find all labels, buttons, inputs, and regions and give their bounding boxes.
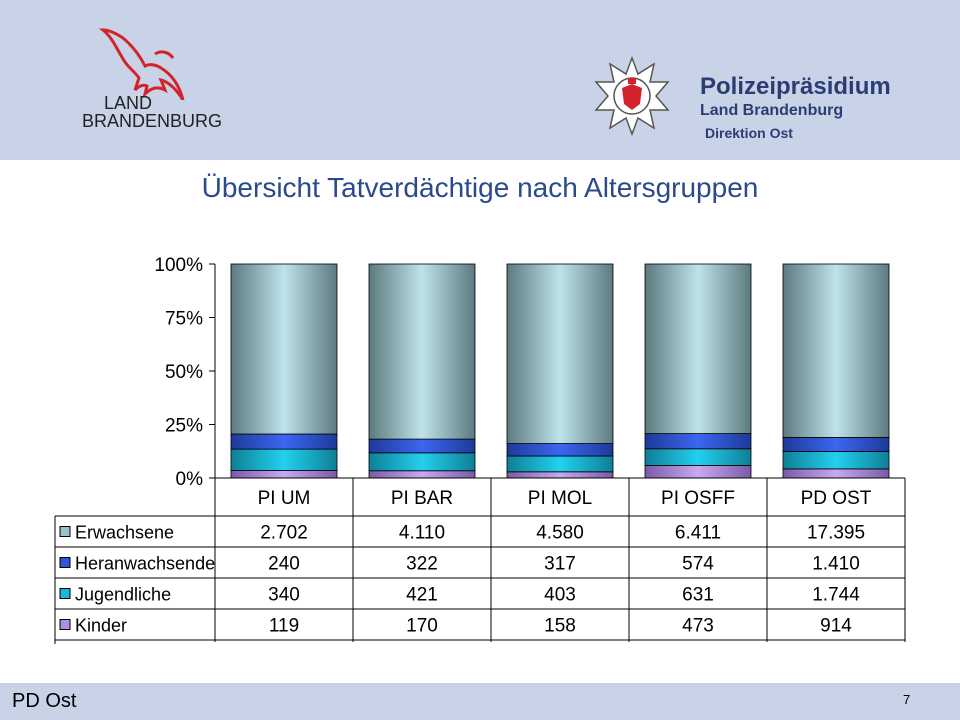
data-cell: 322 xyxy=(406,554,438,575)
category-label: PI UM xyxy=(258,488,311,509)
data-cell: 4.110 xyxy=(399,523,445,544)
stacked-bar-chart: 100% 75% 50% 25% 0% PI UM PI BAR PI MOL PI OSFF… xyxy=(54,255,906,644)
bar-kinder-pi-um xyxy=(230,470,338,479)
data-cell: 403 xyxy=(544,585,576,606)
category-label: PI BAR xyxy=(391,488,453,509)
y-tick-label: 0% xyxy=(176,469,204,490)
data-cell: 574 xyxy=(682,554,714,575)
data-cell: 158 xyxy=(544,616,576,637)
y-tick-label: 25% xyxy=(165,416,203,437)
category-label: PD OST xyxy=(801,488,872,509)
legend-swatch xyxy=(59,619,71,630)
footer-bar xyxy=(0,683,960,720)
bar-kinder-pi-osff xyxy=(644,465,752,479)
legend-label: Jugendliche xyxy=(75,585,171,605)
bar-kinder-pi-bar xyxy=(368,470,476,479)
data-cell: 631 xyxy=(682,585,714,606)
data-cell: 17.395 xyxy=(807,523,865,544)
category-label: PI OSFF xyxy=(661,488,735,509)
data-cell: 119 xyxy=(269,616,299,637)
legend-label: Erwachsene xyxy=(75,523,174,543)
bar-heranwachsende-pi-um xyxy=(230,433,338,450)
legend-swatch xyxy=(59,588,71,599)
footer-label: PD Ost xyxy=(12,690,77,712)
legend-swatch xyxy=(59,557,71,568)
police-star-emblem xyxy=(594,56,670,136)
y-tick-label: 100% xyxy=(154,255,203,276)
page-number: 7 xyxy=(903,692,911,707)
data-cell: 340 xyxy=(268,585,300,606)
bar-jugendliche-pi-bar xyxy=(368,452,476,472)
data-cell: 914 xyxy=(820,616,852,637)
bar-jugendliche-pi-osff xyxy=(644,448,752,466)
data-cell: 2.702 xyxy=(260,523,308,544)
data-cell: 473 xyxy=(682,616,714,637)
bar-heranwachsende-pi-mol xyxy=(506,443,614,457)
y-tick-label: 75% xyxy=(165,309,203,330)
legend-label: Kinder xyxy=(75,616,127,636)
data-cell: 421 xyxy=(406,585,438,606)
bar-erwachsene-pd-ost xyxy=(782,263,890,438)
data-cell: 317 xyxy=(544,554,576,575)
brandenburg-eagle-logo xyxy=(98,28,185,100)
bar-kinder-pi-mol xyxy=(506,471,614,479)
bar-heranwachsende-pd-ost xyxy=(782,437,890,452)
slide-title: Übersicht Tatverdächtige nach Altersgrup… xyxy=(201,172,759,203)
data-cell: 6.411 xyxy=(675,523,721,544)
data-cell: 240 xyxy=(268,554,300,575)
legend-swatch xyxy=(59,526,71,537)
bar-erwachsene-pi-um xyxy=(230,263,338,435)
y-tick-label: 50% xyxy=(165,362,203,383)
data-cell: 170 xyxy=(406,616,438,637)
agency-subtitle: Land Brandenburg xyxy=(700,102,844,119)
bar-erwachsene-pi-osff xyxy=(644,263,752,435)
legend-label: Heranwachsende xyxy=(75,554,215,574)
bar-jugendliche-pi-mol xyxy=(506,455,614,473)
agency-title: Polizeipräsidium xyxy=(700,73,891,100)
bar-heranwachsende-pi-bar xyxy=(368,438,476,454)
bar-kinder-pd-ost xyxy=(782,468,890,479)
data-cell: 4.580 xyxy=(536,523,584,544)
bar-erwachsene-pi-mol xyxy=(506,263,614,444)
category-label: PI MOL xyxy=(528,488,592,509)
data-cell: 1.410 xyxy=(812,554,860,575)
brand-line-2: BRANDENBURG xyxy=(82,111,223,131)
data-cell: 1.744 xyxy=(812,585,860,606)
agency-direction: Direktion Ost xyxy=(705,125,793,141)
bar-erwachsene-pi-bar xyxy=(368,263,476,440)
bar-heranwachsende-pi-osff xyxy=(644,433,752,450)
bar-jugendliche-pd-ost xyxy=(782,451,890,470)
brand-line-1: LAND xyxy=(104,93,153,113)
bar-jugendliche-pi-um xyxy=(230,448,338,471)
